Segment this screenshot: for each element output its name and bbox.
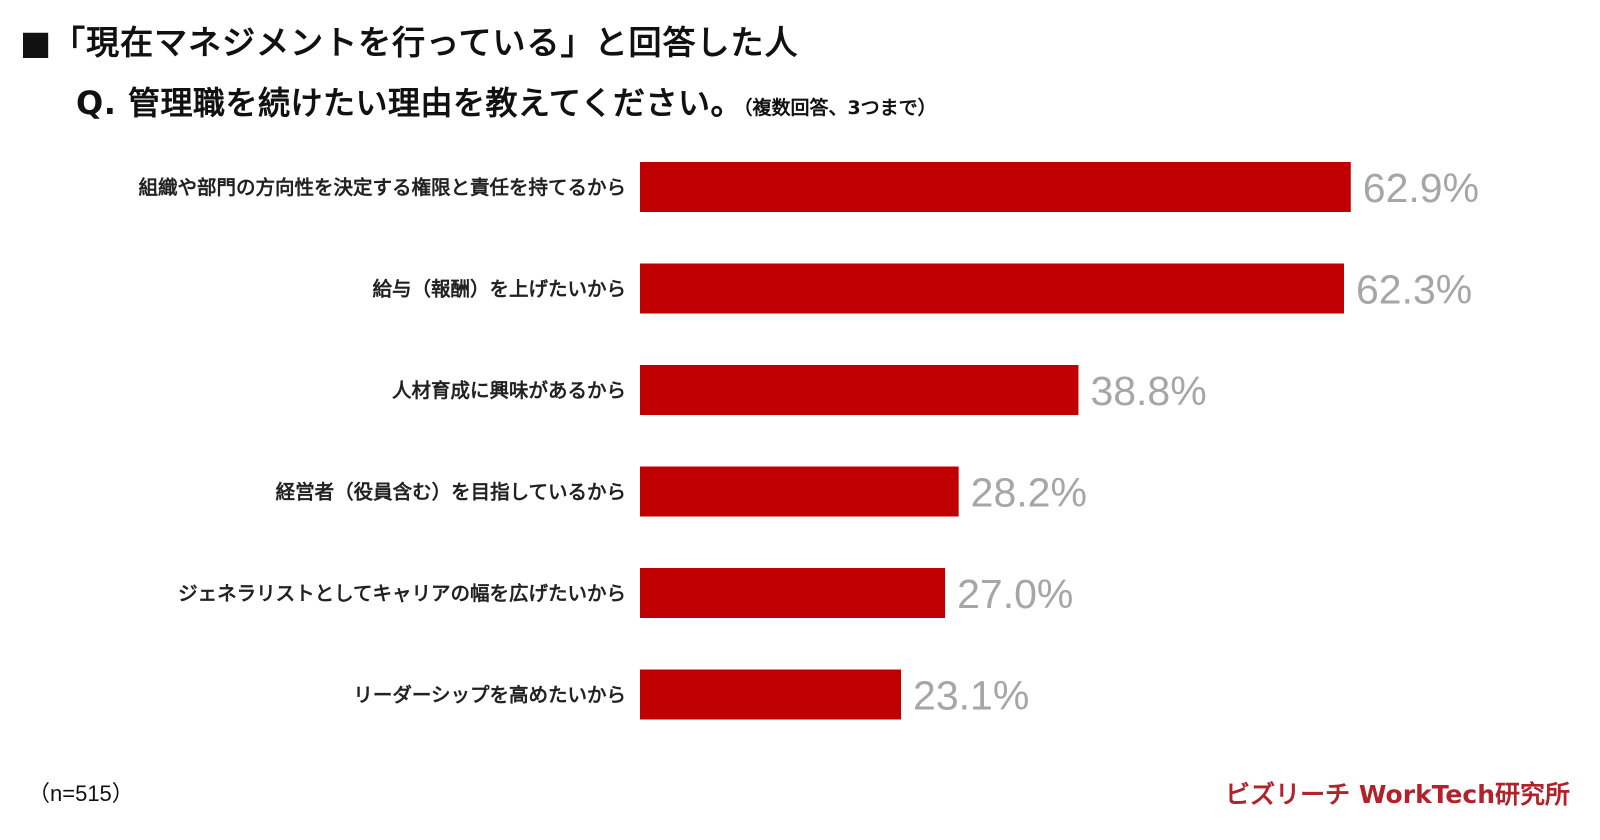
question-note: （複数回答、3つまで） xyxy=(742,97,937,119)
sample-size-note: （n=515） xyxy=(28,781,134,806)
category-label: リーダーシップを高めたいから xyxy=(353,684,626,707)
bar xyxy=(640,568,946,618)
brand-logo-text: ビズリーチ WorkTech研究所 xyxy=(1225,780,1570,809)
bar xyxy=(640,365,1079,415)
category-label: 組織や部門の方向性を決定する権限と責任を持てるから xyxy=(138,176,626,199)
category-label: 給与（報酬）を上げたいから xyxy=(372,278,626,301)
bar xyxy=(640,263,1344,314)
value-label: 62.9% xyxy=(1363,165,1479,211)
bar xyxy=(640,466,959,517)
chart-title: ■「現在マネジメントを行っている」と回答した人 xyxy=(20,23,799,62)
bar xyxy=(640,162,1351,212)
value-label: 27.0% xyxy=(957,571,1073,617)
value-label: 23.1% xyxy=(913,673,1029,719)
bar-chart: 組織や部門の方向性を決定する権限と責任を持てるから 62.9% 給与（報酬）を上げた… xyxy=(138,162,1479,720)
bar xyxy=(640,669,902,720)
category-label: ジェネラリストとしてキャリアの幅を広げたいから xyxy=(178,582,626,605)
value-label: 62.3% xyxy=(1356,267,1472,313)
category-label: 経営者（役員含む）を目指しているから xyxy=(276,481,626,504)
value-label: 28.2% xyxy=(971,470,1087,516)
category-label: 人材育成に興味があるから xyxy=(392,379,626,402)
question-text: Q. 管理職を続けたい理由を教えてください。 xyxy=(76,84,743,122)
value-label: 38.8% xyxy=(1090,368,1206,414)
question-title: Q. 管理職を続けたい理由を教えてください。（複数回答、3つまで） xyxy=(76,78,937,124)
